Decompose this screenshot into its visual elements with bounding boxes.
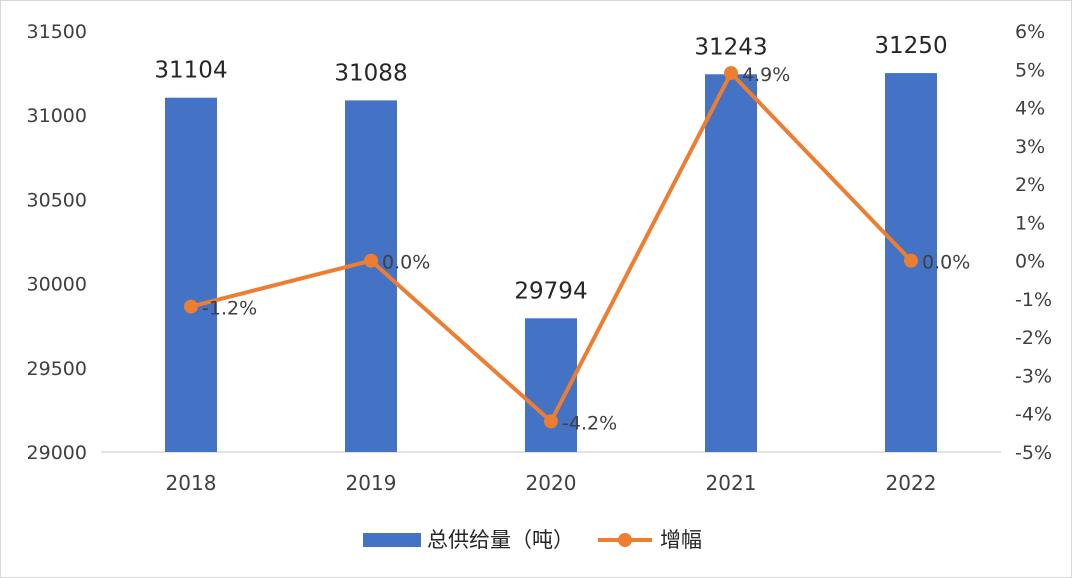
x-category-label: 2022 (886, 471, 937, 495)
bar-series (165, 73, 937, 452)
legend-label-bar: 总供给量（吨） (427, 528, 574, 552)
line-series (184, 66, 918, 429)
x-category-label: 2019 (346, 471, 397, 495)
right-tick-label: 4% (1015, 98, 1045, 120)
line-data-label: -4.2% (562, 412, 617, 434)
left-tick-label: 29000 (27, 442, 87, 464)
bar-data-label: 31088 (334, 60, 407, 86)
x-axis-categories: 2018 2019 2020 2021 2022 (166, 471, 937, 495)
right-tick-label: 2% (1015, 174, 1045, 196)
left-tick-label: 30000 (27, 274, 87, 296)
left-tick-label: 31000 (27, 105, 87, 127)
bar-data-label: 29794 (514, 278, 587, 304)
line-data-label: 0.0% (922, 252, 970, 274)
legend-swatch-bar (363, 533, 421, 547)
line-data-label: 4.9% (742, 64, 790, 86)
bar-data-labels: 31104 31088 29794 31243 31250 (154, 33, 947, 304)
legend-label-line: 增幅 (660, 528, 702, 552)
legend: 总供给量（吨） 增幅 (363, 528, 702, 552)
line-data-label: -1.2% (202, 298, 257, 320)
x-category-label: 2021 (706, 471, 757, 495)
right-tick-label: -1% (1015, 289, 1052, 311)
right-tick-label: 3% (1015, 136, 1045, 158)
bar-data-label: 31104 (154, 58, 227, 84)
bar-data-label: 31250 (874, 33, 947, 59)
left-tick-label: 31500 (27, 21, 87, 43)
series-marker (544, 414, 558, 429)
series-marker (184, 299, 198, 314)
bar (165, 97, 217, 452)
left-axis-ticks: 29000 29500 30000 30500 31000 31500 (27, 21, 87, 464)
right-tick-label: 0% (1015, 251, 1045, 273)
right-tick-label: -5% (1015, 442, 1052, 464)
right-tick-label: -2% (1015, 327, 1052, 349)
line-data-labels: -1.2% 0.0% -4.2% 4.9% 0.0% (202, 64, 970, 434)
right-tick-label: 5% (1015, 59, 1045, 81)
legend-swatch-marker (618, 533, 632, 547)
series-marker (364, 253, 378, 268)
x-category-label: 2020 (526, 471, 577, 495)
left-tick-label: 29500 (27, 358, 87, 380)
right-tick-label: 6% (1015, 21, 1045, 43)
right-axis-ticks: -5% -4% -3% -2% -1% 0% 1% 2% 3% 4% 5% 6% (1015, 21, 1052, 464)
right-tick-label: -3% (1015, 365, 1052, 387)
bar (705, 74, 757, 452)
left-tick-label: 30500 (27, 189, 87, 211)
right-tick-label: -4% (1015, 404, 1052, 426)
right-tick-label: 1% (1015, 212, 1045, 234)
bar-data-label: 31243 (694, 34, 767, 60)
series-marker (904, 253, 918, 268)
x-category-label: 2018 (166, 471, 217, 495)
series-marker (724, 66, 738, 81)
line-data-label: 0.0% (382, 252, 430, 274)
